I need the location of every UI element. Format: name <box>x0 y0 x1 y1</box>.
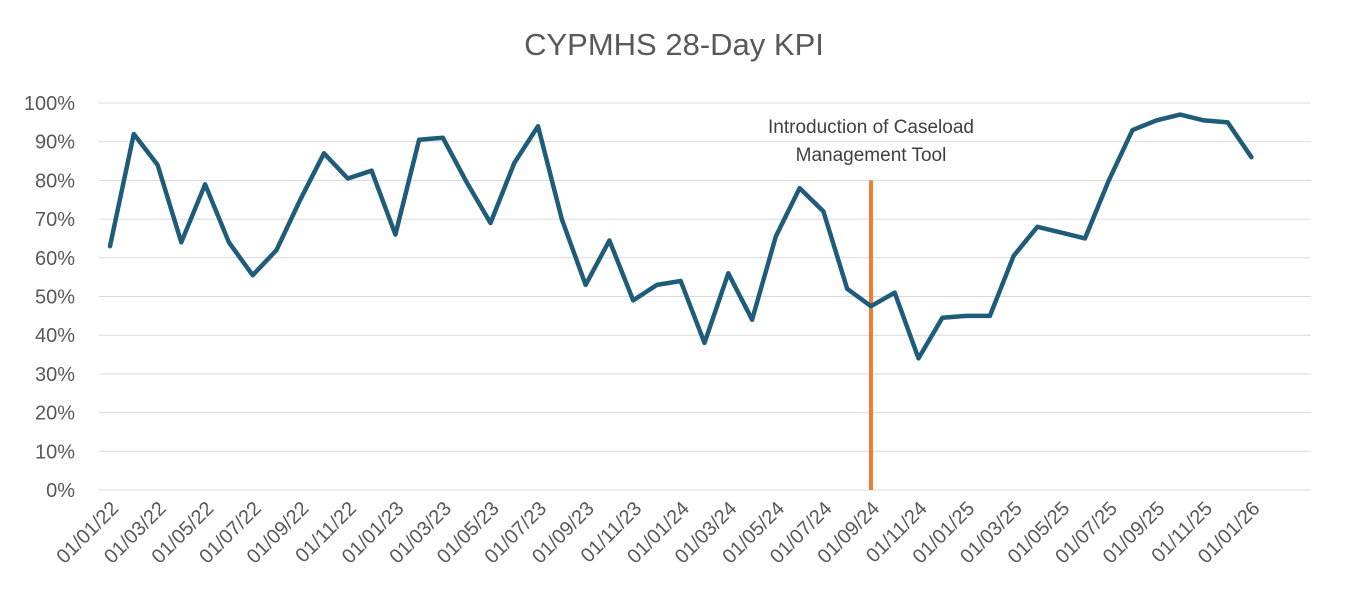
y-tick-label: 80% <box>35 170 75 192</box>
y-tick-label: 30% <box>35 364 75 386</box>
series-group <box>107 112 1254 361</box>
y-tick-label: 0% <box>46 480 75 502</box>
gridlines <box>99 102 1311 491</box>
y-tick-label: 60% <box>35 248 75 270</box>
y-tick-label: 70% <box>35 209 75 231</box>
y-tick-label: 50% <box>35 287 75 309</box>
y-tick-label: 10% <box>35 441 75 463</box>
annotation-group: Introduction of Caseload Management Tool <box>768 117 974 490</box>
y-tick-label: 20% <box>35 403 75 425</box>
annotation-label-line-2: Management Tool <box>796 145 947 166</box>
y-tick-label: 90% <box>35 132 75 154</box>
y-axis-tick-labels: 0% 10% 20% 30% 40% 50% 60% 70% 80% 90% 100% <box>24 93 75 502</box>
chart-title: CYPMHS 28-Day KPI <box>524 27 824 62</box>
x-axis-tick-labels: 01/01/2201/03/2201/05/2201/07/2201/09/22… <box>53 498 1265 569</box>
annotation-label-line-1: Introduction of Caseload <box>768 117 974 138</box>
y-tick-label: 100% <box>24 93 75 115</box>
y-tick-label: 40% <box>35 325 75 347</box>
series-line <box>107 112 1254 361</box>
